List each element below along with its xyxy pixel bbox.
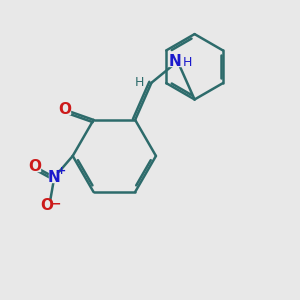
Text: H: H [134,76,144,89]
Text: +: + [57,166,66,176]
Bar [169,57,186,66]
Bar [59,105,70,114]
Text: N: N [169,54,182,69]
Text: N: N [48,170,61,185]
Bar [49,172,60,182]
Text: H: H [182,56,192,69]
Text: −: − [51,198,62,211]
Bar [29,162,40,171]
Bar [42,201,58,210]
Text: O: O [58,102,71,117]
Text: O: O [40,198,53,213]
Text: O: O [28,159,41,174]
Bar [134,79,143,87]
